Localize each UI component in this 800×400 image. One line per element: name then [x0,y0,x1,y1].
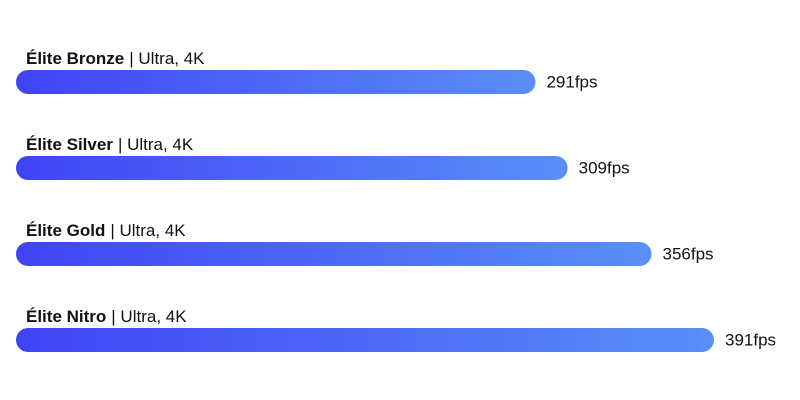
bar [16,70,536,94]
bar-label: Élite Gold | Ultra, 4K [26,221,186,240]
category-name: Élite Nitro [26,307,106,326]
bar [16,242,652,266]
category-name: Élite Silver [26,135,113,154]
bar-label: Élite Nitro | Ultra, 4K [26,307,187,326]
category-detail: | Ultra, 4K [118,135,194,154]
category-detail: | Ultra, 4K [129,49,205,68]
category-name: Élite Gold [26,221,105,240]
bar [16,328,714,352]
bar [16,156,568,180]
value-label: 291fps [546,72,597,91]
value-label: 356fps [663,244,714,263]
bar-label: Élite Silver | Ultra, 4K [26,135,194,154]
value-label: 309fps [579,158,630,177]
category-detail: | Ultra, 4K [111,307,187,326]
bar-label: Élite Bronze | Ultra, 4K [26,49,205,68]
value-label: 391fps [725,330,776,349]
category-name: Élite Bronze [26,49,124,68]
category-detail: | Ultra, 4K [110,221,186,240]
